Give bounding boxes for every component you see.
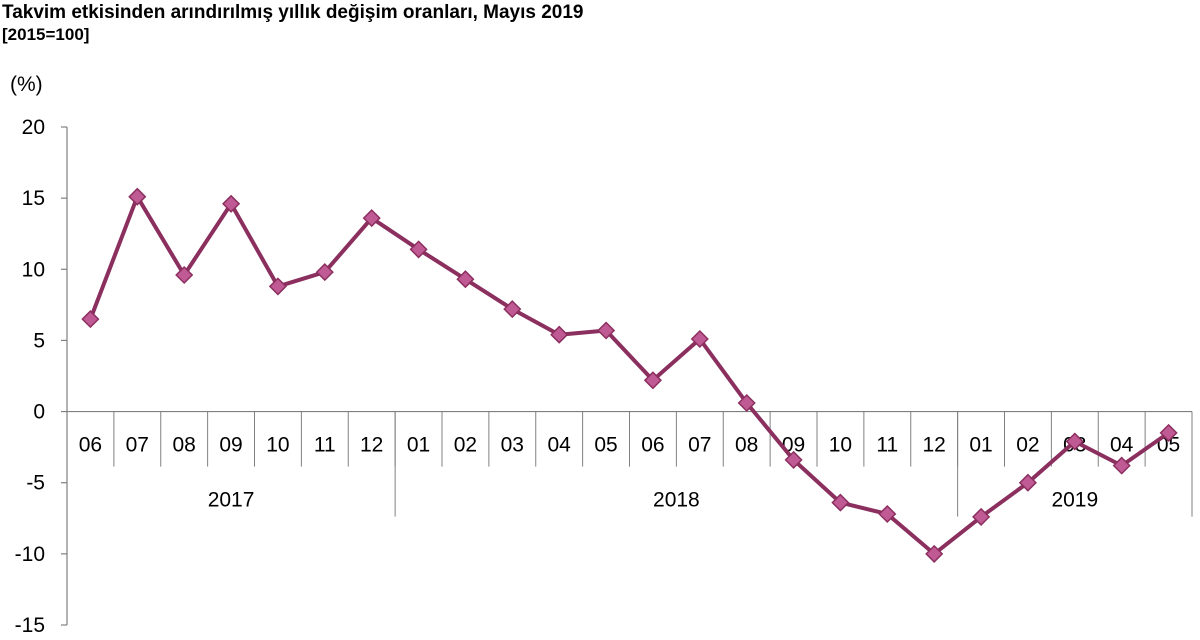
x-tick-label: 09 (219, 434, 242, 457)
data-point-marker (597, 321, 616, 340)
data-point-marker (550, 325, 569, 344)
y-tick-label: -10 (15, 543, 45, 566)
data-point-marker (784, 450, 803, 469)
x-tick-label: 04 (548, 434, 572, 457)
x-tick-label: 10 (266, 434, 289, 457)
x-tick-label: 01 (407, 434, 430, 457)
x-tick-label: 11 (876, 434, 898, 457)
x-tick-label: 06 (79, 434, 102, 457)
x-tick-label: 08 (735, 434, 758, 457)
year-label: 2018 (653, 489, 700, 512)
data-point-marker (690, 329, 709, 349)
data-point-marker (1065, 432, 1084, 451)
x-tick-label: 08 (173, 434, 196, 457)
x-tick-label: 12 (923, 434, 946, 457)
chart-subtitle: [2015=100] (2, 25, 90, 44)
x-tick-label: 02 (454, 434, 477, 457)
y-tick-label: -15 (15, 614, 45, 637)
data-point-marker (878, 504, 897, 524)
data-point-marker (128, 187, 147, 206)
data-point-marker (1018, 473, 1037, 492)
x-tick-label: 05 (594, 434, 617, 457)
data-point-marker (409, 240, 428, 259)
data-point-marker (222, 194, 241, 213)
data-point-marker (362, 209, 381, 228)
data-point-marker (503, 300, 522, 319)
data-point-marker (1112, 456, 1131, 475)
data-point-marker (268, 277, 287, 296)
y-tick-label: 10 (22, 258, 45, 281)
x-tick-label: 04 (1110, 434, 1134, 457)
x-tick-label: 07 (126, 434, 149, 457)
data-point-marker (1159, 423, 1178, 442)
y-axis-unit-label: (%) (10, 73, 43, 96)
data-point-marker (81, 310, 100, 329)
y-tick-label: 20 (22, 116, 45, 139)
data-point-marker (456, 270, 475, 289)
x-tick-label: 10 (829, 434, 852, 457)
y-tick-label: 5 (33, 329, 45, 352)
y-tick-label: 15 (22, 187, 45, 210)
data-point-marker (175, 265, 194, 285)
x-tick-label: 12 (360, 434, 383, 457)
x-tick-label: 11 (314, 434, 336, 457)
x-tick-label: 07 (688, 434, 711, 457)
year-label: 2017 (208, 489, 255, 512)
y-tick-label: 0 (33, 401, 45, 424)
year-label: 2019 (1051, 489, 1098, 512)
data-point-marker (972, 507, 991, 526)
data-point-marker (925, 544, 944, 563)
x-tick-label: 01 (969, 434, 992, 457)
x-tick-label: 03 (501, 434, 524, 457)
data-point-marker (737, 393, 756, 413)
y-tick-label: -5 (26, 472, 45, 495)
data-point-marker (643, 371, 662, 390)
data-point-marker (831, 493, 850, 512)
chart-title: Takvim etkisinden arındırılmış yıllık de… (2, 2, 584, 23)
series-line (88, 194, 1170, 556)
x-tick-label: 02 (1016, 434, 1039, 457)
x-tick-label: 06 (641, 434, 664, 457)
data-point-marker (315, 263, 334, 282)
